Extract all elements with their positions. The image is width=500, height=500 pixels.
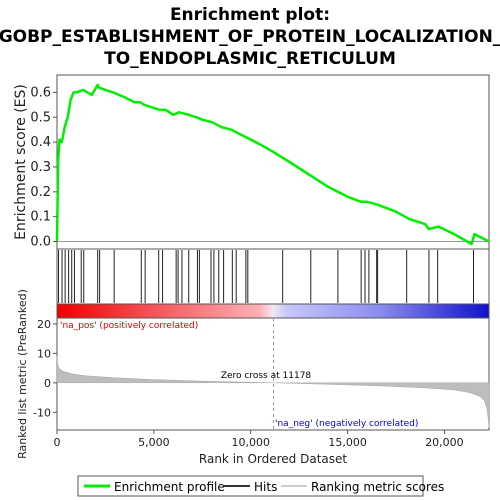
metric-y-axis-label: Ranked list metric (PreRanked) [16, 289, 29, 459]
legend-hits-label: Hits [254, 480, 277, 494]
es-y-tick-label: 0.1 [30, 210, 51, 225]
chart-title-line-1: Enrichment plot: [170, 5, 330, 25]
x-tick-label: 20,000 [425, 436, 464, 449]
x-tick-label: 5,000 [138, 436, 170, 449]
x-axis-label: Rank in Ordered Dataset [199, 452, 347, 466]
metric-panel [56, 318, 490, 430]
ranking-metric-area [56, 356, 490, 428]
metric-y-tick-label: -10 [33, 406, 51, 419]
es-y-axis-label: Enrichment score (ES) [13, 84, 29, 240]
es-y-tick-label: 0.3 [30, 160, 51, 175]
es-y-tick-label: 0.5 [30, 110, 51, 125]
es-panel [55, 83, 490, 246]
metric-y-tick-label: 0 [44, 377, 51, 390]
negative-correlation-label: 'na_neg' (negatively correlated) [275, 419, 418, 429]
metric-y-tick-label: 10 [37, 347, 51, 360]
legend-enrichment-label: Enrichment profile [114, 480, 225, 494]
es-y-tick-label: 0.6 [30, 85, 51, 100]
x-tick-label: 10,000 [231, 436, 270, 449]
axes: 0.0 0.1 0.2 0.3 0.4 0.5 0.6 20 10 0 -10 0 5,000 10,00… [30, 85, 463, 449]
es-y-tick-label: 0.4 [30, 135, 51, 150]
chart-title-line-2: GOBP_ESTABLISHMENT_OF_PROTEIN_LOCALIZATI… [0, 27, 500, 47]
zero-cross-label: Zero cross at 11178 [221, 371, 312, 381]
hits-panel-frame [56, 248, 490, 305]
x-tick-label: 15,000 [328, 436, 367, 449]
legend: Enrichment profile Hits Ranking metric s… [77, 475, 444, 497]
chart-title-line-3: TO_ENDOPLASMIC_RETICULUM [104, 49, 396, 69]
hits-panel [58, 250, 475, 303]
enrichment-profile-line [55, 83, 490, 246]
positive-correlation-label: 'na_pos' (positively correlated) [60, 321, 198, 331]
x-tick-label: 0 [54, 436, 61, 449]
legend-metric-label: Ranking metric scores [311, 480, 444, 494]
rank-color-bar [56, 303, 490, 319]
es-y-tick-label: 0.2 [30, 185, 51, 200]
metric-y-tick-label: 20 [37, 318, 51, 331]
es-y-tick-label: 0.0 [30, 235, 51, 250]
legend-box [77, 475, 424, 497]
